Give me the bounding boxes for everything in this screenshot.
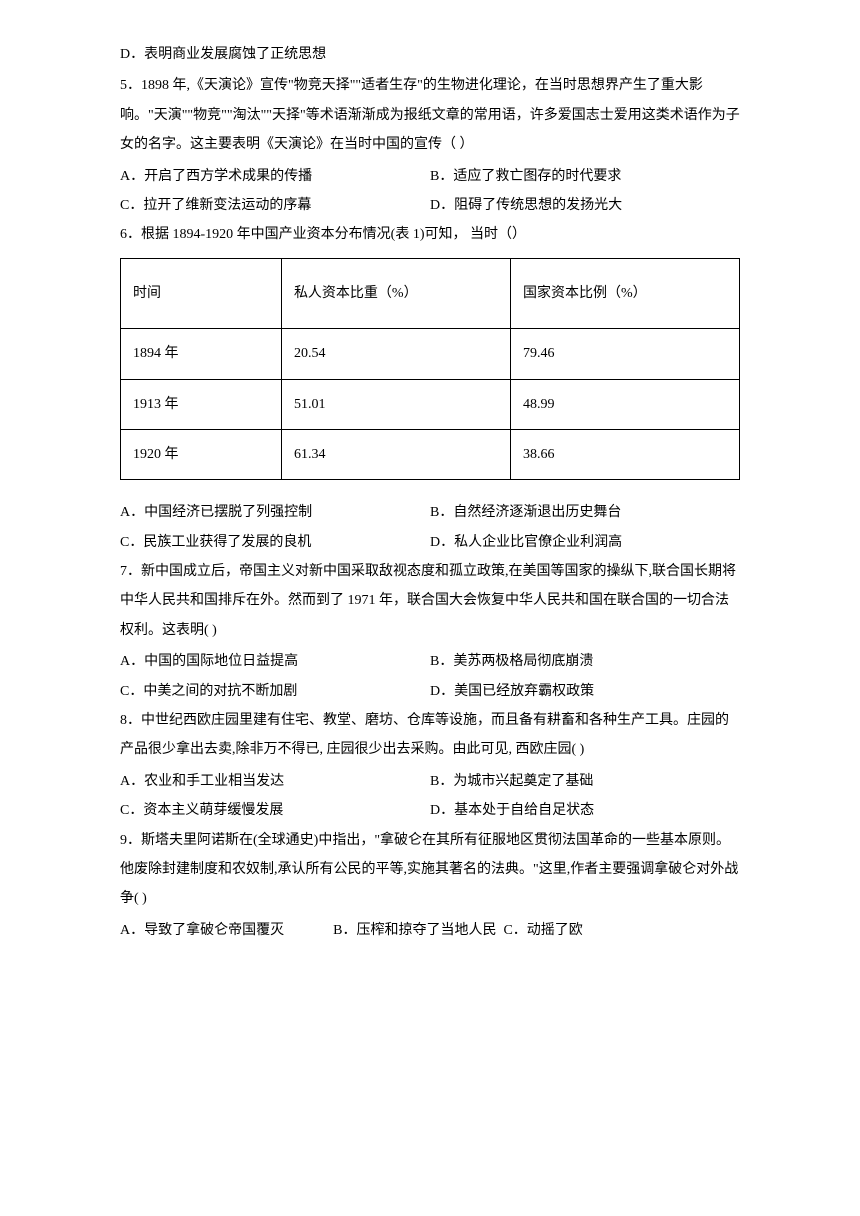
table-header-cell: 私人资本比重（%） [281, 258, 510, 328]
q8-option-b: B．为城市兴起奠定了基础 [430, 767, 740, 796]
table-header-cell: 时间 [121, 258, 282, 328]
q6-stem: 6．根据 1894-1920 年中国产业资本分布情况(表 1)可知， 当时（） [120, 220, 740, 249]
q6-option-b: B．自然经济逐渐退出历史舞台 [430, 498, 740, 527]
q9-option-b: B．压榨和掠夺了当地人民 [333, 923, 496, 938]
q5-options: A．开启了西方学术成果的传播 B．适应了救亡图存的时代要求 C．拉开了维新变法运… [120, 162, 740, 221]
document-content: D．表明商业发展腐蚀了正统思想 5．1898 年,《天演论》宣传"物竞天择""适… [120, 40, 740, 945]
q8-option-c: C．资本主义萌芽缓慢发展 [120, 796, 430, 825]
q6-option-d: D．私人企业比官僚企业利润高 [430, 528, 740, 557]
table-cell: 61.34 [281, 429, 510, 479]
q8-option-a: A．农业和手工业相当发达 [120, 767, 430, 796]
table-cell: 1920 年 [121, 429, 282, 479]
table-cell: 1913 年 [121, 379, 282, 429]
table-cell: 20.54 [281, 329, 510, 379]
table-header-row: 时间 私人资本比重（%） 国家资本比例（%） [121, 258, 740, 328]
q9-options-line: A．导致了拿破仑帝国覆灭 B．压榨和掠夺了当地人民 C．动摇了欧 [120, 916, 740, 945]
q5-option-c: C．拉开了维新变法运动的序幕 [120, 191, 430, 220]
table-cell: 38.66 [510, 429, 739, 479]
table-header-cell: 国家资本比例（%） [510, 258, 739, 328]
q6-option-c: C．民族工业获得了发展的良机 [120, 528, 430, 557]
q4-option-d: D．表明商业发展腐蚀了正统思想 [120, 40, 740, 69]
table-row: 1920 年 61.34 38.66 [121, 429, 740, 479]
q8-options: A．农业和手工业相当发达 B．为城市兴起奠定了基础 C．资本主义萌芽缓慢发展 D… [120, 767, 740, 826]
q6-option-a: A．中国经济已摆脱了列强控制 [120, 498, 430, 527]
q5-stem: 5．1898 年,《天演论》宣传"物竞天择""适者生存"的生物进化理论，在当时思… [120, 71, 740, 159]
table-cell: 1894 年 [121, 329, 282, 379]
q7-option-a: A．中国的国际地位日益提高 [120, 647, 430, 676]
q5-option-b: B．适应了救亡图存的时代要求 [430, 162, 740, 191]
q7-stem: 7．新中国成立后，帝国主义对新中国采取敌视态度和孤立政策,在美国等国家的操纵下,… [120, 557, 740, 645]
q9-option-a: A．导致了拿破仑帝国覆灭 [120, 923, 284, 938]
q7-option-d: D．美国已经放弃霸权政策 [430, 677, 740, 706]
q7-options: A．中国的国际地位日益提高 B．美苏两极格局彻底崩溃 C．中美之间的对抗不断加剧… [120, 647, 740, 706]
q5-option-d: D．阻碍了传统思想的发扬光大 [430, 191, 740, 220]
q5-option-a: A．开启了西方学术成果的传播 [120, 162, 430, 191]
table-cell: 79.46 [510, 329, 739, 379]
table-row: 1913 年 51.01 48.99 [121, 379, 740, 429]
q9-option-c: C．动摇了欧 [503, 923, 582, 938]
table-cell: 51.01 [281, 379, 510, 429]
q8-stem: 8．中世纪西欧庄园里建有住宅、教堂、磨坊、仓库等设施，而且备有耕畜和各种生产工具… [120, 706, 740, 765]
q9-stem: 9．斯塔夫里阿诺斯在(全球通史)中指出，"拿破仑在其所有征服地区贯彻法国革命的一… [120, 826, 740, 914]
table-cell: 48.99 [510, 379, 739, 429]
q6-table: 时间 私人资本比重（%） 国家资本比例（%） 1894 年 20.54 79.4… [120, 258, 740, 481]
q8-option-d: D．基本处于自给自足状态 [430, 796, 740, 825]
q7-option-c: C．中美之间的对抗不断加剧 [120, 677, 430, 706]
q7-option-b: B．美苏两极格局彻底崩溃 [430, 647, 740, 676]
q6-options: A．中国经济已摆脱了列强控制 B．自然经济逐渐退出历史舞台 C．民族工业获得了发… [120, 498, 740, 557]
table-row: 1894 年 20.54 79.46 [121, 329, 740, 379]
